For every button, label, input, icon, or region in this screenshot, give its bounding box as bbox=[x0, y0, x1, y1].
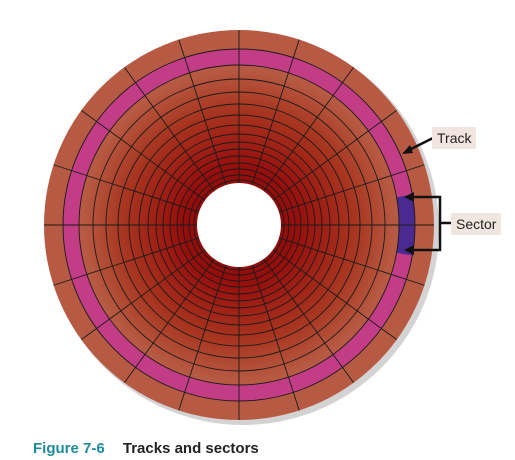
caption-text: Tracks and sectors bbox=[122, 440, 259, 457]
callout-lines bbox=[402, 136, 451, 255]
track-arrow bbox=[408, 136, 434, 152]
sector-line bbox=[124, 258, 215, 384]
sector-line bbox=[278, 237, 425, 286]
track-label: Track bbox=[432, 127, 477, 149]
sector-line bbox=[272, 249, 398, 340]
sector-line bbox=[263, 258, 354, 384]
sector-line bbox=[251, 264, 300, 411]
sector-line bbox=[178, 39, 227, 186]
sector-arrowhead-top-icon bbox=[404, 192, 414, 202]
figure-caption: Figure 7-6 Tracks and sectors bbox=[33, 440, 259, 457]
sector-line bbox=[278, 164, 425, 213]
sector-line bbox=[178, 264, 227, 411]
sector-line bbox=[272, 110, 398, 201]
track-arrowhead-icon bbox=[402, 145, 413, 154]
sector-lines bbox=[44, 30, 434, 420]
sector-arrowhead-bottom-icon bbox=[404, 245, 414, 255]
sector-line bbox=[124, 66, 215, 192]
disk-diagram bbox=[44, 30, 451, 425]
sector-line bbox=[80, 110, 206, 201]
sector-line bbox=[53, 237, 200, 286]
spindle-hole bbox=[197, 183, 281, 267]
sector-line bbox=[80, 249, 206, 340]
caption-number: Figure 7-6 bbox=[33, 440, 105, 457]
sector-label: Sector bbox=[451, 213, 502, 235]
sector-line bbox=[263, 66, 354, 192]
sector-line bbox=[251, 39, 300, 186]
sector-line bbox=[53, 164, 200, 213]
